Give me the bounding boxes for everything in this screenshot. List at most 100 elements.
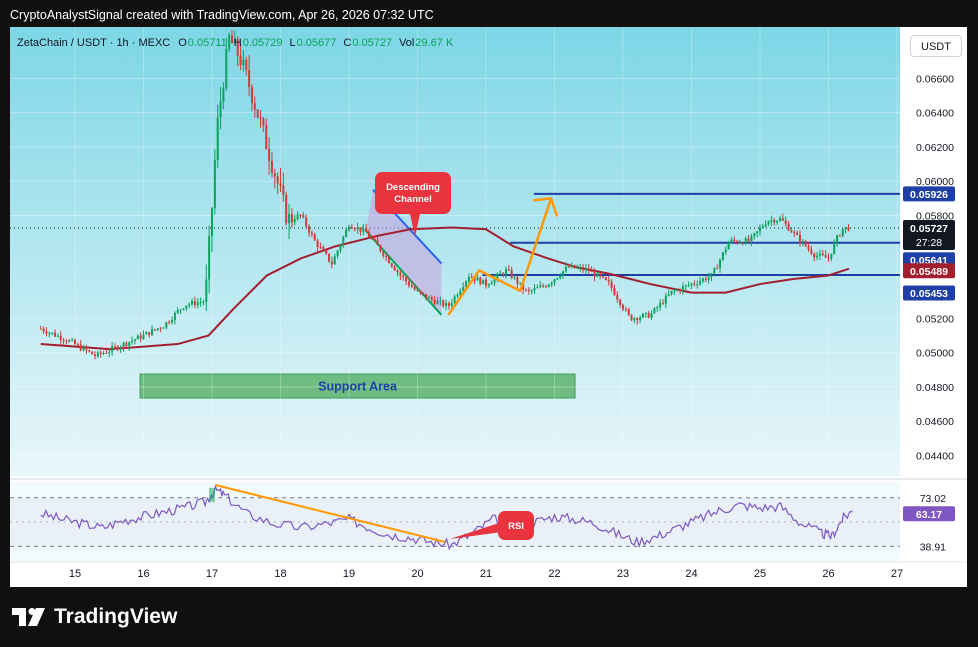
candle-body xyxy=(564,266,567,272)
candle-body xyxy=(833,242,836,254)
projection-layer xyxy=(447,197,559,316)
candle-body xyxy=(616,295,619,300)
candle-body xyxy=(576,267,579,269)
candle-body xyxy=(219,101,222,118)
candle-body xyxy=(153,329,156,331)
candle-body xyxy=(293,219,296,223)
descending-channel-callout[interactable]: Descending Channel xyxy=(375,172,451,237)
candle-body xyxy=(519,282,522,284)
candle-body xyxy=(753,233,756,237)
candle-body xyxy=(336,250,339,257)
candle-body xyxy=(422,292,425,294)
time-tick-label: 16 xyxy=(137,568,149,580)
candle-body xyxy=(567,266,570,268)
candle-body xyxy=(290,213,293,223)
time-tick-label: 23 xyxy=(617,568,629,580)
candle-body xyxy=(573,265,576,269)
time-tick-label: 27 xyxy=(891,568,903,580)
candle-body xyxy=(673,290,676,292)
candle-body xyxy=(439,300,442,302)
candle-body xyxy=(236,39,239,56)
candle-body xyxy=(827,257,830,259)
candle-body xyxy=(710,273,713,278)
candle-body xyxy=(667,294,670,296)
candle-body xyxy=(193,300,196,306)
candle-body xyxy=(770,220,773,222)
price-tick-label: 0.06400 xyxy=(916,108,954,120)
candle-body xyxy=(182,308,185,310)
legend-high-value: 0.05729 xyxy=(243,37,283,49)
candle-body xyxy=(96,352,99,357)
candle-body xyxy=(74,339,76,345)
price-chart[interactable]: 0.06600 0.06400 0.06200 0.06000 0.05800 0.052… xyxy=(10,27,967,587)
candle-body xyxy=(450,303,453,306)
candle-body xyxy=(496,273,499,278)
candle-body xyxy=(111,346,114,352)
candle-body xyxy=(790,230,793,233)
price-tick-label: 0.05200 xyxy=(916,313,954,325)
candle-body xyxy=(131,340,134,343)
candle-body xyxy=(727,242,730,250)
candle-body xyxy=(387,256,390,264)
candle-body xyxy=(313,234,316,241)
candle-body xyxy=(816,255,819,258)
candle-body xyxy=(821,253,824,256)
rsi-callout[interactable]: RSI xyxy=(450,511,534,540)
chart-frame[interactable]: 0.06600 0.06400 0.06200 0.06000 0.05800 0.052… xyxy=(10,27,967,587)
candle-body xyxy=(185,305,188,309)
candle-body xyxy=(824,255,827,258)
candle-body xyxy=(373,238,376,241)
candle-body xyxy=(199,302,202,304)
candle-body xyxy=(208,236,211,280)
time-tick-label: 18 xyxy=(274,568,286,580)
candle-body xyxy=(116,346,119,350)
candle-body xyxy=(65,340,68,342)
candle-body xyxy=(145,332,148,335)
candle-body xyxy=(844,227,847,230)
candle-body xyxy=(299,214,302,216)
currency-unit-button[interactable]: USDT xyxy=(910,35,962,57)
candle-body xyxy=(93,354,96,357)
candle-body xyxy=(71,339,74,341)
candle-body xyxy=(279,183,282,186)
candle-body xyxy=(356,227,359,230)
candle-body xyxy=(736,240,739,243)
candle-body xyxy=(470,277,473,279)
candle-body xyxy=(613,288,616,296)
candle-body xyxy=(325,250,328,254)
candle-body xyxy=(485,279,487,286)
legend-high-label: H xyxy=(234,37,242,49)
candle-body xyxy=(122,342,125,348)
candle-body xyxy=(479,277,482,285)
candle-body xyxy=(801,240,804,243)
candle-body xyxy=(225,48,228,89)
badge-support-line: 0.05453 xyxy=(910,288,948,300)
candle-body xyxy=(436,301,439,305)
candle-body xyxy=(213,159,216,209)
candle-body xyxy=(636,318,639,321)
candle-body xyxy=(696,284,699,286)
candle-body xyxy=(650,313,653,318)
legend-volume-value: 29.67 K xyxy=(415,37,454,49)
candle-body xyxy=(659,302,662,308)
candle-body xyxy=(596,273,599,277)
descending-channel-fill xyxy=(366,189,442,315)
candle-body xyxy=(721,252,724,260)
candle-body xyxy=(796,232,799,235)
candle-body xyxy=(456,295,459,297)
candle-body xyxy=(756,231,759,234)
candle-body xyxy=(724,249,727,253)
candle-body xyxy=(587,268,590,271)
candle-body xyxy=(253,103,256,110)
candle-body xyxy=(778,218,781,221)
projection-path xyxy=(447,197,553,316)
candle-body xyxy=(390,263,393,267)
candle-body xyxy=(105,353,108,355)
candle-body xyxy=(82,346,85,351)
rsi-line xyxy=(40,484,853,551)
time-tick-label: 25 xyxy=(754,568,766,580)
candle-body xyxy=(781,218,784,221)
candle-body xyxy=(607,279,610,282)
badge-support-line-bg xyxy=(903,285,955,301)
callout-line-1: Descending xyxy=(386,182,440,193)
